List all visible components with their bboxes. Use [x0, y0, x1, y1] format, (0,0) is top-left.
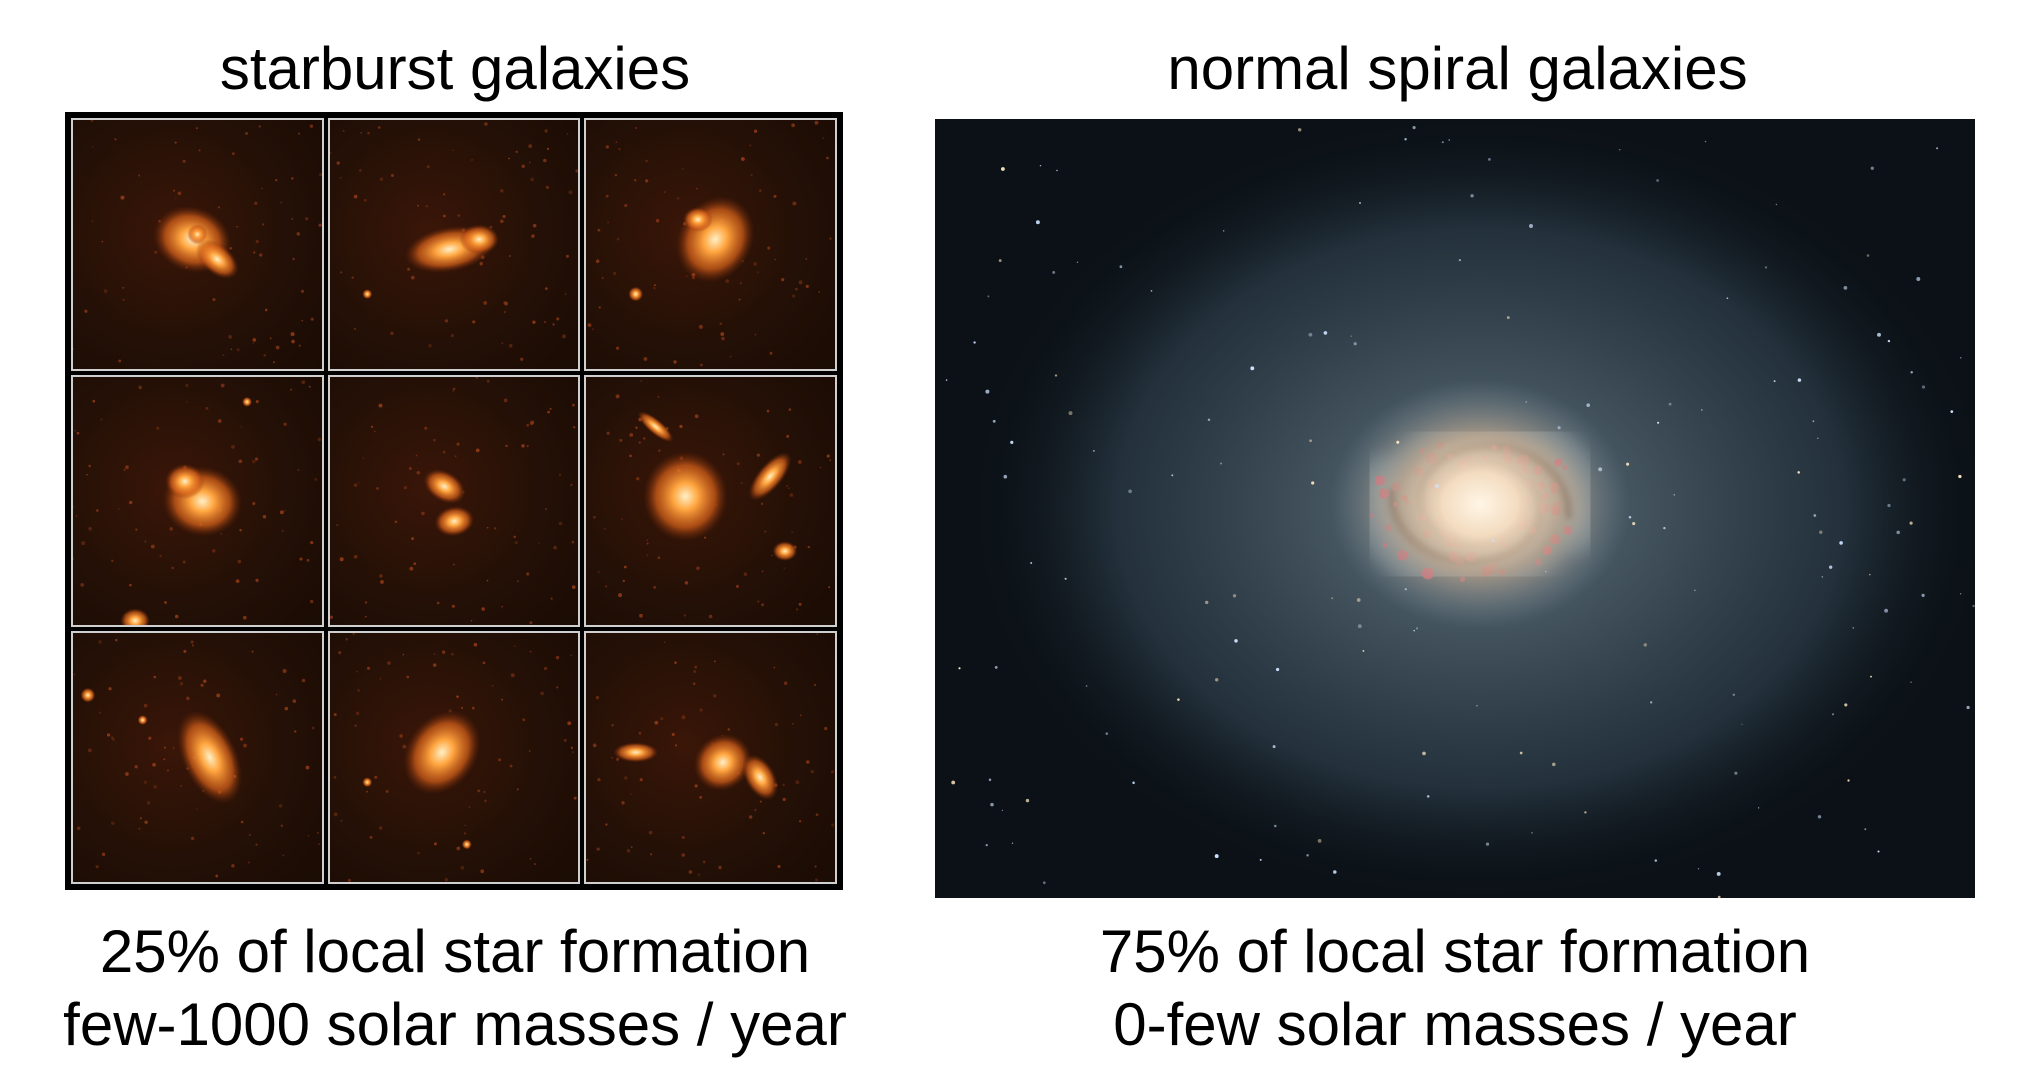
- starburst-panel-7: [71, 631, 324, 884]
- starburst-heading: starburst galaxies: [219, 35, 691, 102]
- starburst-panel-6: [584, 374, 837, 628]
- starburst-panel-5: [327, 374, 581, 628]
- starburst-panel-8: [327, 631, 581, 884]
- starburst-caption: 25% of local star formation few-1000 sol…: [30, 915, 880, 1061]
- starburst-panel-3: [584, 118, 837, 371]
- starburst-image-grid: [65, 112, 843, 890]
- starburst-caption-line2: few-1000 solar masses / year: [63, 991, 847, 1058]
- starburst-panel-1: [71, 118, 324, 371]
- spiral-caption-line2: 0-few solar masses / year: [1113, 991, 1797, 1058]
- spiral-heading: normal spiral galaxies: [1167, 35, 1748, 102]
- spiral-galaxy-image: [935, 119, 1975, 898]
- starburst-panel-4: [71, 374, 324, 628]
- starburst-panel-2: [327, 118, 581, 371]
- starburst-caption-line1: 25% of local star formation: [99, 918, 811, 985]
- starburst-panel-9: [584, 631, 837, 884]
- spiral-caption: 75% of local star formation 0-few solar …: [930, 915, 1980, 1061]
- spiral-caption-line1: 75% of local star formation: [1099, 918, 1811, 985]
